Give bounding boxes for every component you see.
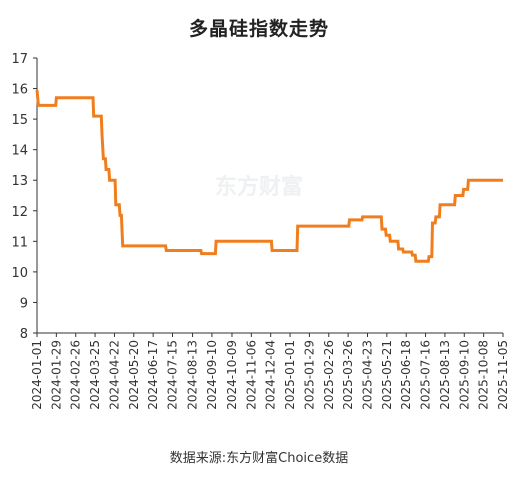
- x-tick-label: 2024-08-13: [186, 340, 200, 410]
- y-axis-ticks: 8 9 10 11 12 13 14 15 16 17: [11, 52, 37, 342]
- x-tick-label: 2025-01-01: [283, 340, 297, 410]
- x-tick-label: 2024-04-22: [107, 340, 121, 410]
- x-tick-label: 2025-07-16: [419, 340, 433, 410]
- y-tick-label: 14: [11, 144, 28, 159]
- y-tick-label: 10: [11, 266, 28, 281]
- x-tick-label: 2025-08-13: [438, 340, 452, 410]
- x-tick-label: 2025-01-29: [302, 340, 316, 410]
- source-note: 数据来源:东方财富Choice数据: [169, 451, 349, 466]
- watermark-text: 东方财富: [215, 174, 303, 200]
- x-tick-label: 2024-07-15: [166, 340, 180, 410]
- y-tick-label: 17: [11, 52, 28, 67]
- x-tick-label: 2025-11-05: [496, 340, 510, 410]
- y-tick-label: 11: [11, 235, 28, 250]
- x-tick-label: 2025-05-21: [380, 340, 394, 410]
- x-tick-label: 2024-11-06: [244, 340, 258, 410]
- series-layer: [35, 89, 503, 263]
- y-tick-label: 9: [20, 296, 28, 311]
- x-tick-label: 2024-03-25: [88, 340, 102, 410]
- x-tick-label: 2024-01-29: [49, 340, 63, 410]
- x-tick-label: 2025-03-26: [341, 340, 355, 410]
- x-tick-label: 2024-02-26: [69, 340, 83, 410]
- y-tick-label: 12: [11, 205, 28, 220]
- y-tick-label: 13: [11, 174, 28, 189]
- x-tick-label: 2024-06-17: [146, 340, 160, 410]
- x-tick-label: 2025-06-18: [399, 340, 413, 410]
- y-tick-label: 8: [20, 327, 28, 342]
- series-line: [35, 89, 503, 263]
- x-tick-label: 2025-10-08: [477, 340, 491, 410]
- x-tick-label: 2024-10-09: [225, 340, 239, 410]
- x-tick-label: 2024-05-20: [127, 340, 141, 410]
- x-tick-label: 2025-02-26: [322, 340, 336, 410]
- x-tick-label: 2024-09-10: [205, 340, 219, 410]
- x-tick-label: 2025-04-23: [360, 340, 374, 410]
- y-tick-label: 15: [11, 113, 28, 128]
- x-tick-label: 2024-01-01: [30, 340, 44, 410]
- chart-title: 多晶硅指数走势: [188, 18, 329, 40]
- x-tick-label: 2024-12-04: [264, 340, 278, 410]
- x-tick-label: 2025-09-10: [457, 340, 471, 410]
- x-axis-ticks: 2024-01-01 2024-01-29 2024-02-26 2024-03-25…: [30, 333, 510, 410]
- y-tick-label: 16: [11, 83, 28, 98]
